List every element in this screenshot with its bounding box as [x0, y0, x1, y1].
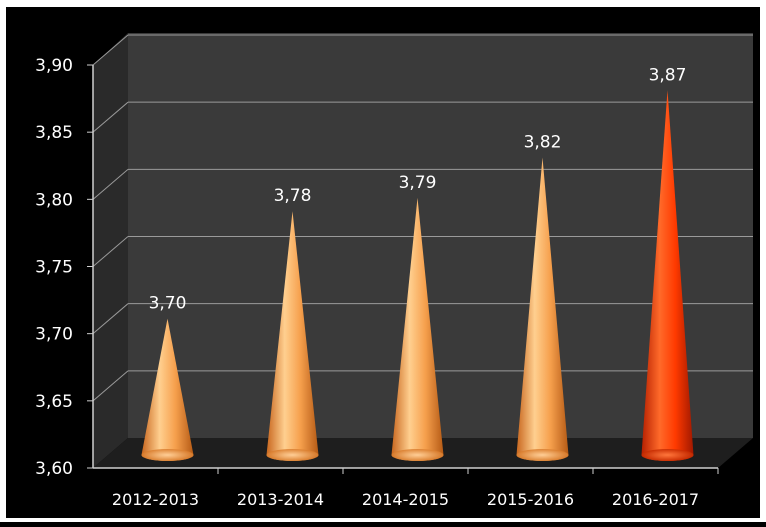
gridline-side: [92, 168, 129, 200]
data-label: 3,70: [149, 294, 187, 314]
y-tick-labels: 3,60 3,65 3,70 3,75 3,80 3,85 3,90: [35, 56, 73, 479]
x-tick-label: 2013-2014: [237, 490, 324, 509]
cone-body: [516, 157, 569, 461]
y-tick-label: 3,80: [35, 190, 73, 210]
data-label: 3,82: [524, 132, 562, 152]
gridline-side: [92, 370, 129, 402]
cone-base: [391, 449, 444, 461]
cone-base: [266, 449, 319, 461]
cone-body: [266, 211, 319, 461]
gridlines: [87, 34, 753, 469]
cone-bars: [141, 90, 694, 462]
data-label: 3,79: [399, 173, 437, 193]
data-label: 3,87: [649, 65, 687, 85]
data-labels: 3,70 3,78 3,79 3,82 3,87: [149, 65, 687, 313]
y-tick-label: 3,70: [35, 325, 73, 345]
cone-bar: [266, 211, 319, 461]
y-tick-label: 3,75: [35, 258, 73, 278]
x-tick-label: 2016-2017: [612, 490, 699, 509]
cone-body: [141, 318, 194, 461]
x-tick-label: 2012-2013: [112, 490, 199, 509]
x-tick-label: 2015-2016: [487, 490, 574, 509]
gridline-side: [92, 303, 129, 335]
cone-bar: [391, 197, 444, 461]
cone-body: [391, 197, 444, 461]
y-tick-label: 3,65: [35, 392, 73, 412]
cone-bar: [641, 90, 694, 462]
y-tick-label: 3,85: [35, 123, 73, 143]
cone-body: [641, 90, 694, 462]
y-tick-label: 3,60: [35, 459, 73, 479]
data-label: 3,78: [274, 186, 312, 206]
cone-base: [516, 449, 569, 461]
gridline-side: [92, 101, 129, 133]
gridline-side: [92, 236, 129, 267]
side-wall: [93, 33, 128, 468]
cone-base: [141, 449, 194, 461]
y-tick-label: 3,90: [35, 56, 73, 76]
x-tick-label: 2014-2015: [362, 490, 449, 509]
gridline-side: [92, 34, 129, 66]
x-tick-labels: 2012-2013 2013-2014 2014-2015 2015-2016 2016…: [112, 468, 719, 509]
cone-bar: [516, 157, 569, 461]
cone-bar: [141, 318, 194, 461]
cone-base: [641, 449, 694, 461]
